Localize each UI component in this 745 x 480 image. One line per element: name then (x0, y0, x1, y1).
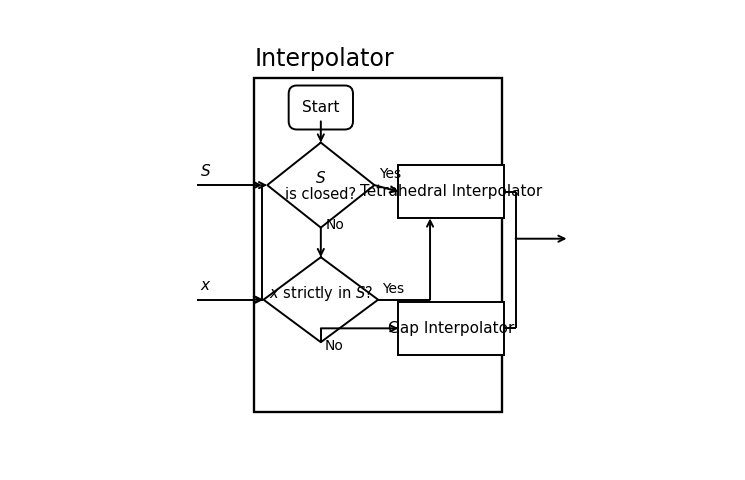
Text: Start: Start (302, 100, 340, 115)
FancyBboxPatch shape (288, 85, 353, 130)
Text: Yes: Yes (379, 168, 401, 181)
Bar (254, 78, 502, 412)
Text: No: No (325, 338, 343, 353)
Text: $S$: $S$ (200, 163, 211, 179)
Text: Interpolator: Interpolator (254, 47, 394, 71)
Text: Yes: Yes (382, 282, 404, 296)
Text: Gap Interpolator: Gap Interpolator (388, 321, 514, 336)
Text: No: No (326, 218, 345, 232)
Text: $S$: $S$ (315, 170, 326, 186)
Bar (399, 165, 504, 218)
Text: $x$: $x$ (200, 278, 212, 293)
Bar (399, 301, 504, 355)
Text: Tetrahedral Interpolator: Tetrahedral Interpolator (360, 184, 542, 199)
Text: is closed?: is closed? (285, 187, 356, 202)
Text: $x$ strictly in $S$?: $x$ strictly in $S$? (269, 284, 373, 302)
